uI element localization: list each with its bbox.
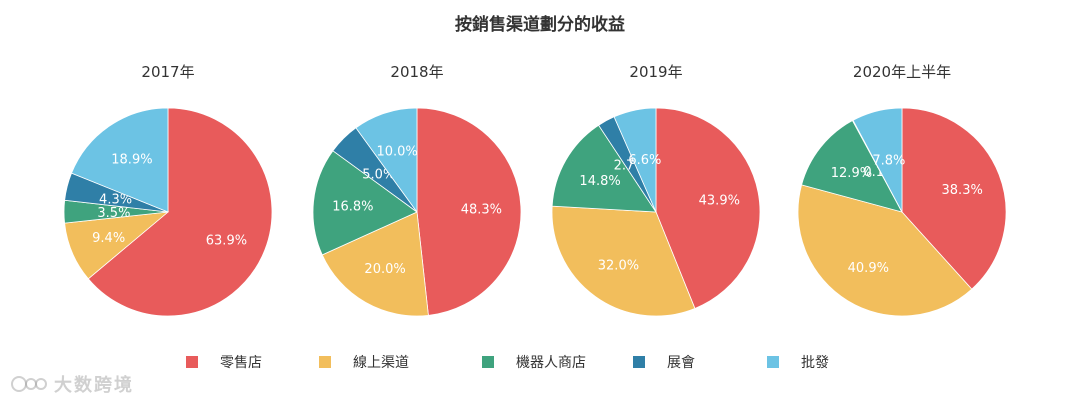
pie-2-slice-robot-store xyxy=(551,124,657,213)
pie-2-slice-online xyxy=(551,205,696,317)
legend-swatch-wholesale xyxy=(767,356,779,368)
legend-label-retail: 零售店 xyxy=(220,355,262,371)
chart-title: 按銷售渠道劃分的收益 xyxy=(455,15,625,35)
pie-2-label-online: 32.0% xyxy=(598,258,639,273)
legend-item-robot-store: 機器人商店 xyxy=(482,350,586,374)
pie-2-label-wholesale: 6.6% xyxy=(628,153,661,168)
pie-1-label-retail: 48.3% xyxy=(461,202,502,217)
legend-swatch-exhibition xyxy=(633,356,645,368)
pie-2-label-retail: 43.9% xyxy=(699,194,740,209)
pie-1-label-online: 20.0% xyxy=(364,262,405,277)
pie-2-slice-retail xyxy=(655,107,761,309)
watermark-logo-icon xyxy=(11,376,47,392)
legend-label-exhibition: 展會 xyxy=(667,355,695,371)
pie-title-2019: 2019年 xyxy=(629,63,683,81)
watermark-text: 大数跨境 xyxy=(54,375,134,396)
legend-swatch-robot-store xyxy=(482,356,494,368)
legend-item-retail: 零售店 xyxy=(186,350,262,374)
pie-2-label-robot-store: 14.8% xyxy=(579,174,620,189)
pie-3-slice-robot-store xyxy=(801,120,903,213)
legend-label-online: 線上渠道 xyxy=(353,355,409,371)
pie-1-slice-online xyxy=(321,211,429,317)
pie-2-slice-wholesale xyxy=(613,107,657,213)
pie-1-slice-retail xyxy=(416,107,522,316)
legend: 零售店 線上渠道 機器人商店 展會 批發 xyxy=(0,350,1080,374)
pie-title-2020h1: 2020年上半年 xyxy=(852,63,952,81)
pie-3-label-wholesale: 7.8% xyxy=(872,154,905,169)
pie-1-slice-robot-store xyxy=(312,150,418,256)
pie-1-label-exhibition: 5.0% xyxy=(362,168,395,183)
pie-3-label-retail: 38.3% xyxy=(942,183,983,198)
pie-3-slice-online xyxy=(797,184,973,317)
legend-label-robot-store: 機器人商店 xyxy=(516,355,586,371)
pie-3-slice-retail xyxy=(901,107,1007,290)
pie-title-2018: 2018年 xyxy=(390,63,444,81)
pie-3-label-robot-store: 12.9% xyxy=(831,166,872,181)
pie-1-slice-wholesale xyxy=(355,107,418,214)
pie-0-label-robot-store: 3.5% xyxy=(97,206,130,221)
pie-title-2017: 2017年 xyxy=(141,63,195,81)
pie-0-label-online: 9.4% xyxy=(92,231,125,246)
pie-0-label-retail: 63.9% xyxy=(206,233,247,248)
pie-3-slice-wholesale xyxy=(852,107,903,213)
watermark: 大数跨境 xyxy=(10,370,134,398)
legend-swatch-online xyxy=(319,356,331,368)
pie-1-label-wholesale: 10.0% xyxy=(376,145,417,160)
pie-3-label-online: 40.9% xyxy=(848,261,889,276)
pie-0-slice-retail xyxy=(87,107,273,317)
legend-item-exhibition: 展會 xyxy=(633,350,695,374)
pie-0-label-wholesale: 18.9% xyxy=(111,153,152,168)
pie-1-label-robot-store: 16.8% xyxy=(332,199,373,214)
legend-item-online: 線上渠道 xyxy=(319,350,409,374)
legend-label-wholesale: 批發 xyxy=(801,355,829,371)
pie-0-slice-wholesale xyxy=(71,107,169,213)
pie-0-label-exhibition: 4.3% xyxy=(99,193,132,208)
legend-swatch-retail xyxy=(186,356,198,368)
legend-item-wholesale: 批發 xyxy=(767,350,829,374)
